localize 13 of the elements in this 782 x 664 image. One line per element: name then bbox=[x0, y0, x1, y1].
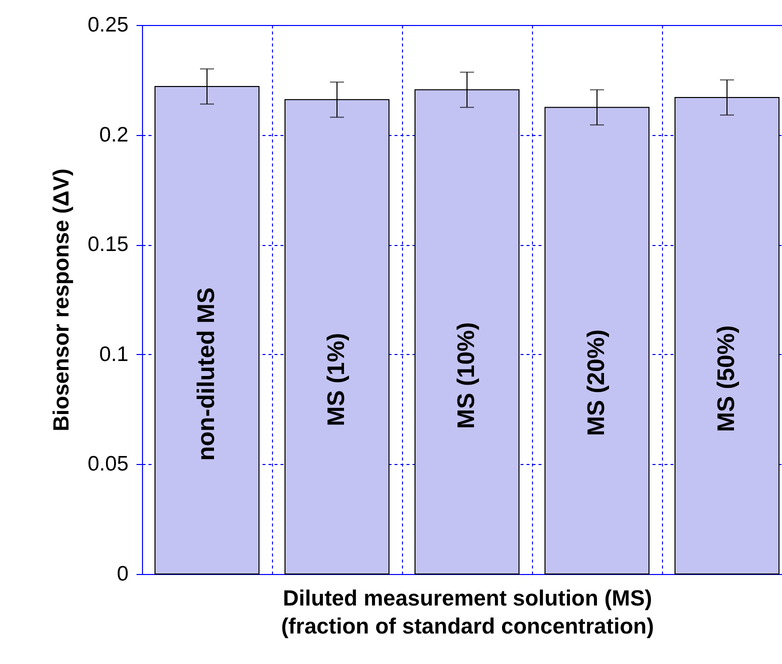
y-tick-label: 0.05 bbox=[88, 452, 128, 476]
y-axis-title: Biosensor response (ΔV) bbox=[48, 168, 74, 432]
x-tick-label: MS (50%) bbox=[713, 325, 740, 432]
y-tick-label: 0.2 bbox=[99, 123, 128, 146]
x-tick-label: MS (1%) bbox=[323, 332, 350, 426]
y-tick-label: 0 bbox=[116, 562, 128, 586]
y-tick-label: 0.25 bbox=[88, 14, 128, 36]
y-tick-label: 0.15 bbox=[88, 233, 128, 256]
x-tick-label: MS (20%) bbox=[583, 329, 610, 436]
x-tick-label: MS (10%) bbox=[453, 322, 480, 429]
y-tick-label: 0.1 bbox=[99, 342, 128, 366]
x-axis-title: Diluted measurement solution (MS) (fraction of standard concentration) bbox=[281, 586, 654, 638]
x-tick-label: non-diluted MS bbox=[193, 287, 220, 461]
